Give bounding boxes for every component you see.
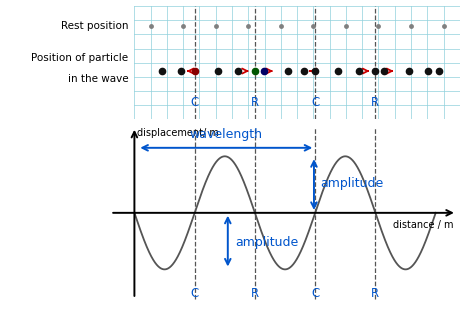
Text: R: R — [251, 96, 259, 109]
Text: amplitude: amplitude — [320, 177, 383, 190]
Text: C: C — [311, 287, 319, 300]
Text: R: R — [371, 96, 380, 109]
Text: R: R — [371, 287, 380, 300]
Text: Position of particle: Position of particle — [31, 53, 128, 63]
Text: C: C — [191, 287, 199, 300]
Text: C: C — [191, 96, 199, 109]
Text: C: C — [311, 96, 319, 109]
Text: amplitude: amplitude — [235, 236, 298, 249]
Text: displacement/ m: displacement/ m — [137, 128, 219, 138]
Text: Rest position: Rest position — [61, 21, 128, 31]
Text: in the wave: in the wave — [68, 74, 128, 84]
Text: distance / m: distance / m — [393, 220, 454, 230]
Text: wavelength: wavelength — [190, 128, 263, 141]
Text: R: R — [251, 287, 259, 300]
